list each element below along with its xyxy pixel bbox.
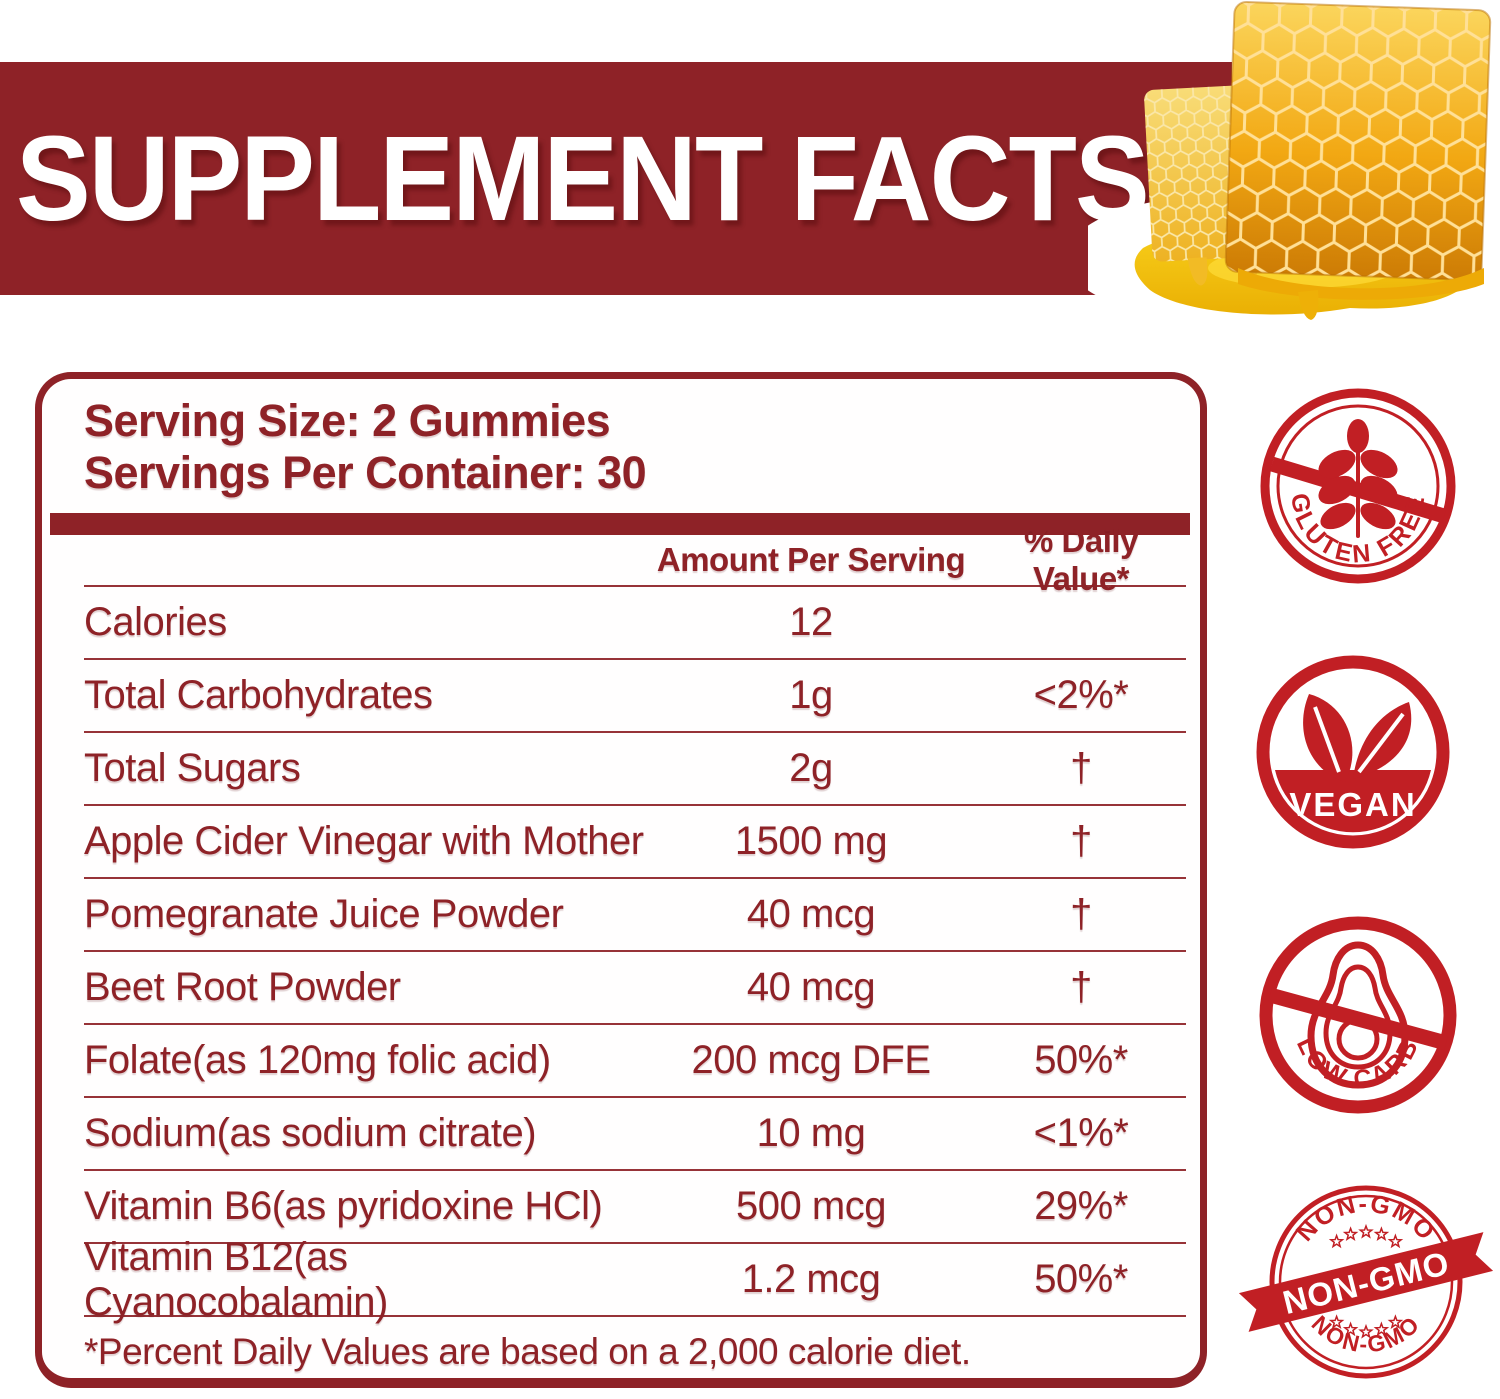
table-row: Pomegranate Juice Powder 40 mcg † — [84, 877, 1186, 950]
honey-drip — [1238, 268, 1484, 300]
divider-bar — [50, 513, 1190, 535]
nutrient-table: Calories 12 Total Carbohydrates 1g <2%* … — [84, 585, 1186, 1324]
wheat-icon — [1318, 419, 1398, 538]
ingredient-amount: 1.2 mcg — [741, 1257, 881, 1301]
table-header-row: Amount Per Serving % Daily Value* — [84, 522, 1186, 597]
ingredient-amount: 200 mcg DFE — [691, 1038, 931, 1082]
svg-text:LOW CARB: LOW CARB — [1291, 1033, 1425, 1094]
ingredient-name: Vitamin B12(as Cyanocobalamin) — [84, 1234, 388, 1324]
ingredient-dv: 50%* — [1034, 1038, 1128, 1082]
ingredient-amount: 500 mcg — [736, 1184, 886, 1228]
honey-drop — [1298, 290, 1319, 320]
ingredient-name: Beet Root Powder — [84, 965, 401, 1009]
table-row: Calories 12 — [84, 585, 1186, 658]
table-row: Beet Root Powder 40 mcg † — [84, 950, 1186, 1023]
servings-per-container: Servings Per Container: 30 — [84, 447, 647, 498]
table-row: Apple Cider Vinegar with Mother 1500 mg … — [84, 804, 1186, 877]
table-row: Vitamin B12(as Cyanocobalamin) 1.2 mcg 5… — [84, 1235, 1186, 1324]
footnote-dv: *Percent Daily Values are based on a 2,0… — [84, 1331, 971, 1372]
supplement-facts-panel: Serving Size: 2 Gummies Servings Per Con… — [35, 372, 1207, 1388]
ingredient-name: Total Carbohydrates — [84, 673, 433, 717]
ingredient-amount: 1500 mg — [734, 819, 888, 863]
no-slash-icon — [1268, 987, 1448, 1051]
banner: SUPPLEMENT FACTS — [0, 62, 1232, 295]
table-row: Sodium(as sodium citrate) 10 mg <1%* — [84, 1096, 1186, 1169]
badge-bottom-segment — [1275, 770, 1431, 833]
ingredient-dv: † — [1070, 819, 1092, 863]
badge-outer-ring — [1269, 1185, 1463, 1379]
leaves-icon — [1303, 694, 1412, 782]
ingredient-dv: † — [1070, 965, 1092, 1009]
non-gmo-bottom-label: NON-GMO — [1307, 1310, 1424, 1357]
ingredient-name: Total Sugars — [84, 746, 301, 790]
table-row: Total Sugars 2g † — [84, 731, 1186, 804]
low-carb-label: LOW CARB — [1291, 1033, 1422, 1094]
low-carb-badge: LOW CARB — [1259, 916, 1457, 1114]
svg-text:NON-GMO: NON-GMO — [1307, 1310, 1426, 1357]
ingredient-name: Sodium(as sodium citrate) — [84, 1111, 537, 1155]
vegan-badge: VEGAN — [1256, 655, 1450, 849]
footnotes: *Percent Daily Values are based on a 2,0… — [84, 1329, 1186, 1378]
ingredient-name: Calories — [84, 600, 227, 644]
ingredient-name: Apple Cider Vinegar with Mother — [84, 819, 644, 863]
badge-ring — [1256, 655, 1450, 849]
ingredient-amount: 12 — [789, 600, 833, 644]
ingredient-dv: <1%* — [1033, 1111, 1129, 1155]
page-title: SUPPLEMENT FACTS — [16, 111, 1150, 246]
ingredient-name: Pomegranate Juice Powder — [84, 892, 564, 936]
gluten-free-badge: GLUTEN FREE — [1260, 388, 1456, 584]
ingredient-amount: 10 mg — [756, 1111, 866, 1155]
ingredient-dv: <2%* — [1033, 673, 1129, 717]
ingredient-amount: 1g — [789, 673, 833, 717]
honeycomb-image — [1088, 1, 1492, 320]
badge-inner-ring — [1278, 1194, 1454, 1370]
ingredient-dv: 29%* — [1034, 1184, 1128, 1228]
column-header-dv: % Daily Value* — [1024, 522, 1138, 597]
ingredient-name: Folate(as 120mg folic acid) — [84, 1038, 551, 1082]
ingredient-amount: 40 mcg — [746, 892, 876, 936]
badge-outer-ring — [1260, 388, 1456, 584]
ingredient-name: Vitamin B6(as pyridoxine HCl) — [84, 1184, 603, 1228]
ingredient-amount: 2g — [789, 746, 833, 790]
non-gmo-ribbon-label: NON-GMO — [1279, 1244, 1453, 1321]
badge-inner-ring — [1276, 404, 1440, 568]
table-row: Vitamin B6(as pyridoxine HCl) 500 mcg 29… — [84, 1169, 1186, 1242]
non-gmo-badge: NON-GMO NON-GMO NON-GMO — [1238, 1185, 1494, 1379]
serving-size: Serving Size: 2 Gummies — [84, 395, 611, 446]
vegan-label: VEGAN — [1289, 786, 1416, 823]
ingredient-dv: 50%* — [1034, 1257, 1128, 1301]
non-gmo-top-label: NON-GMO — [1291, 1190, 1439, 1247]
svg-text:NON-GMO: NON-GMO — [1291, 1190, 1441, 1247]
badge-ring — [1259, 916, 1457, 1114]
table-row: Total Carbohydrates 1g <2%* — [84, 658, 1186, 731]
column-header-amount: Amount Per Serving — [656, 541, 966, 578]
ingredient-dv: † — [1070, 892, 1092, 936]
ingredient-dv: † — [1070, 746, 1092, 790]
footnote-dagger: † Daily Value(DV) not established — [84, 1375, 1186, 1378]
ingredient-amount: 40 mcg — [746, 965, 876, 1009]
table-row: Folate(as 120mg folic acid) 200 mcg DFE … — [84, 1023, 1186, 1096]
large-honeycomb-block — [1224, 1, 1492, 281]
